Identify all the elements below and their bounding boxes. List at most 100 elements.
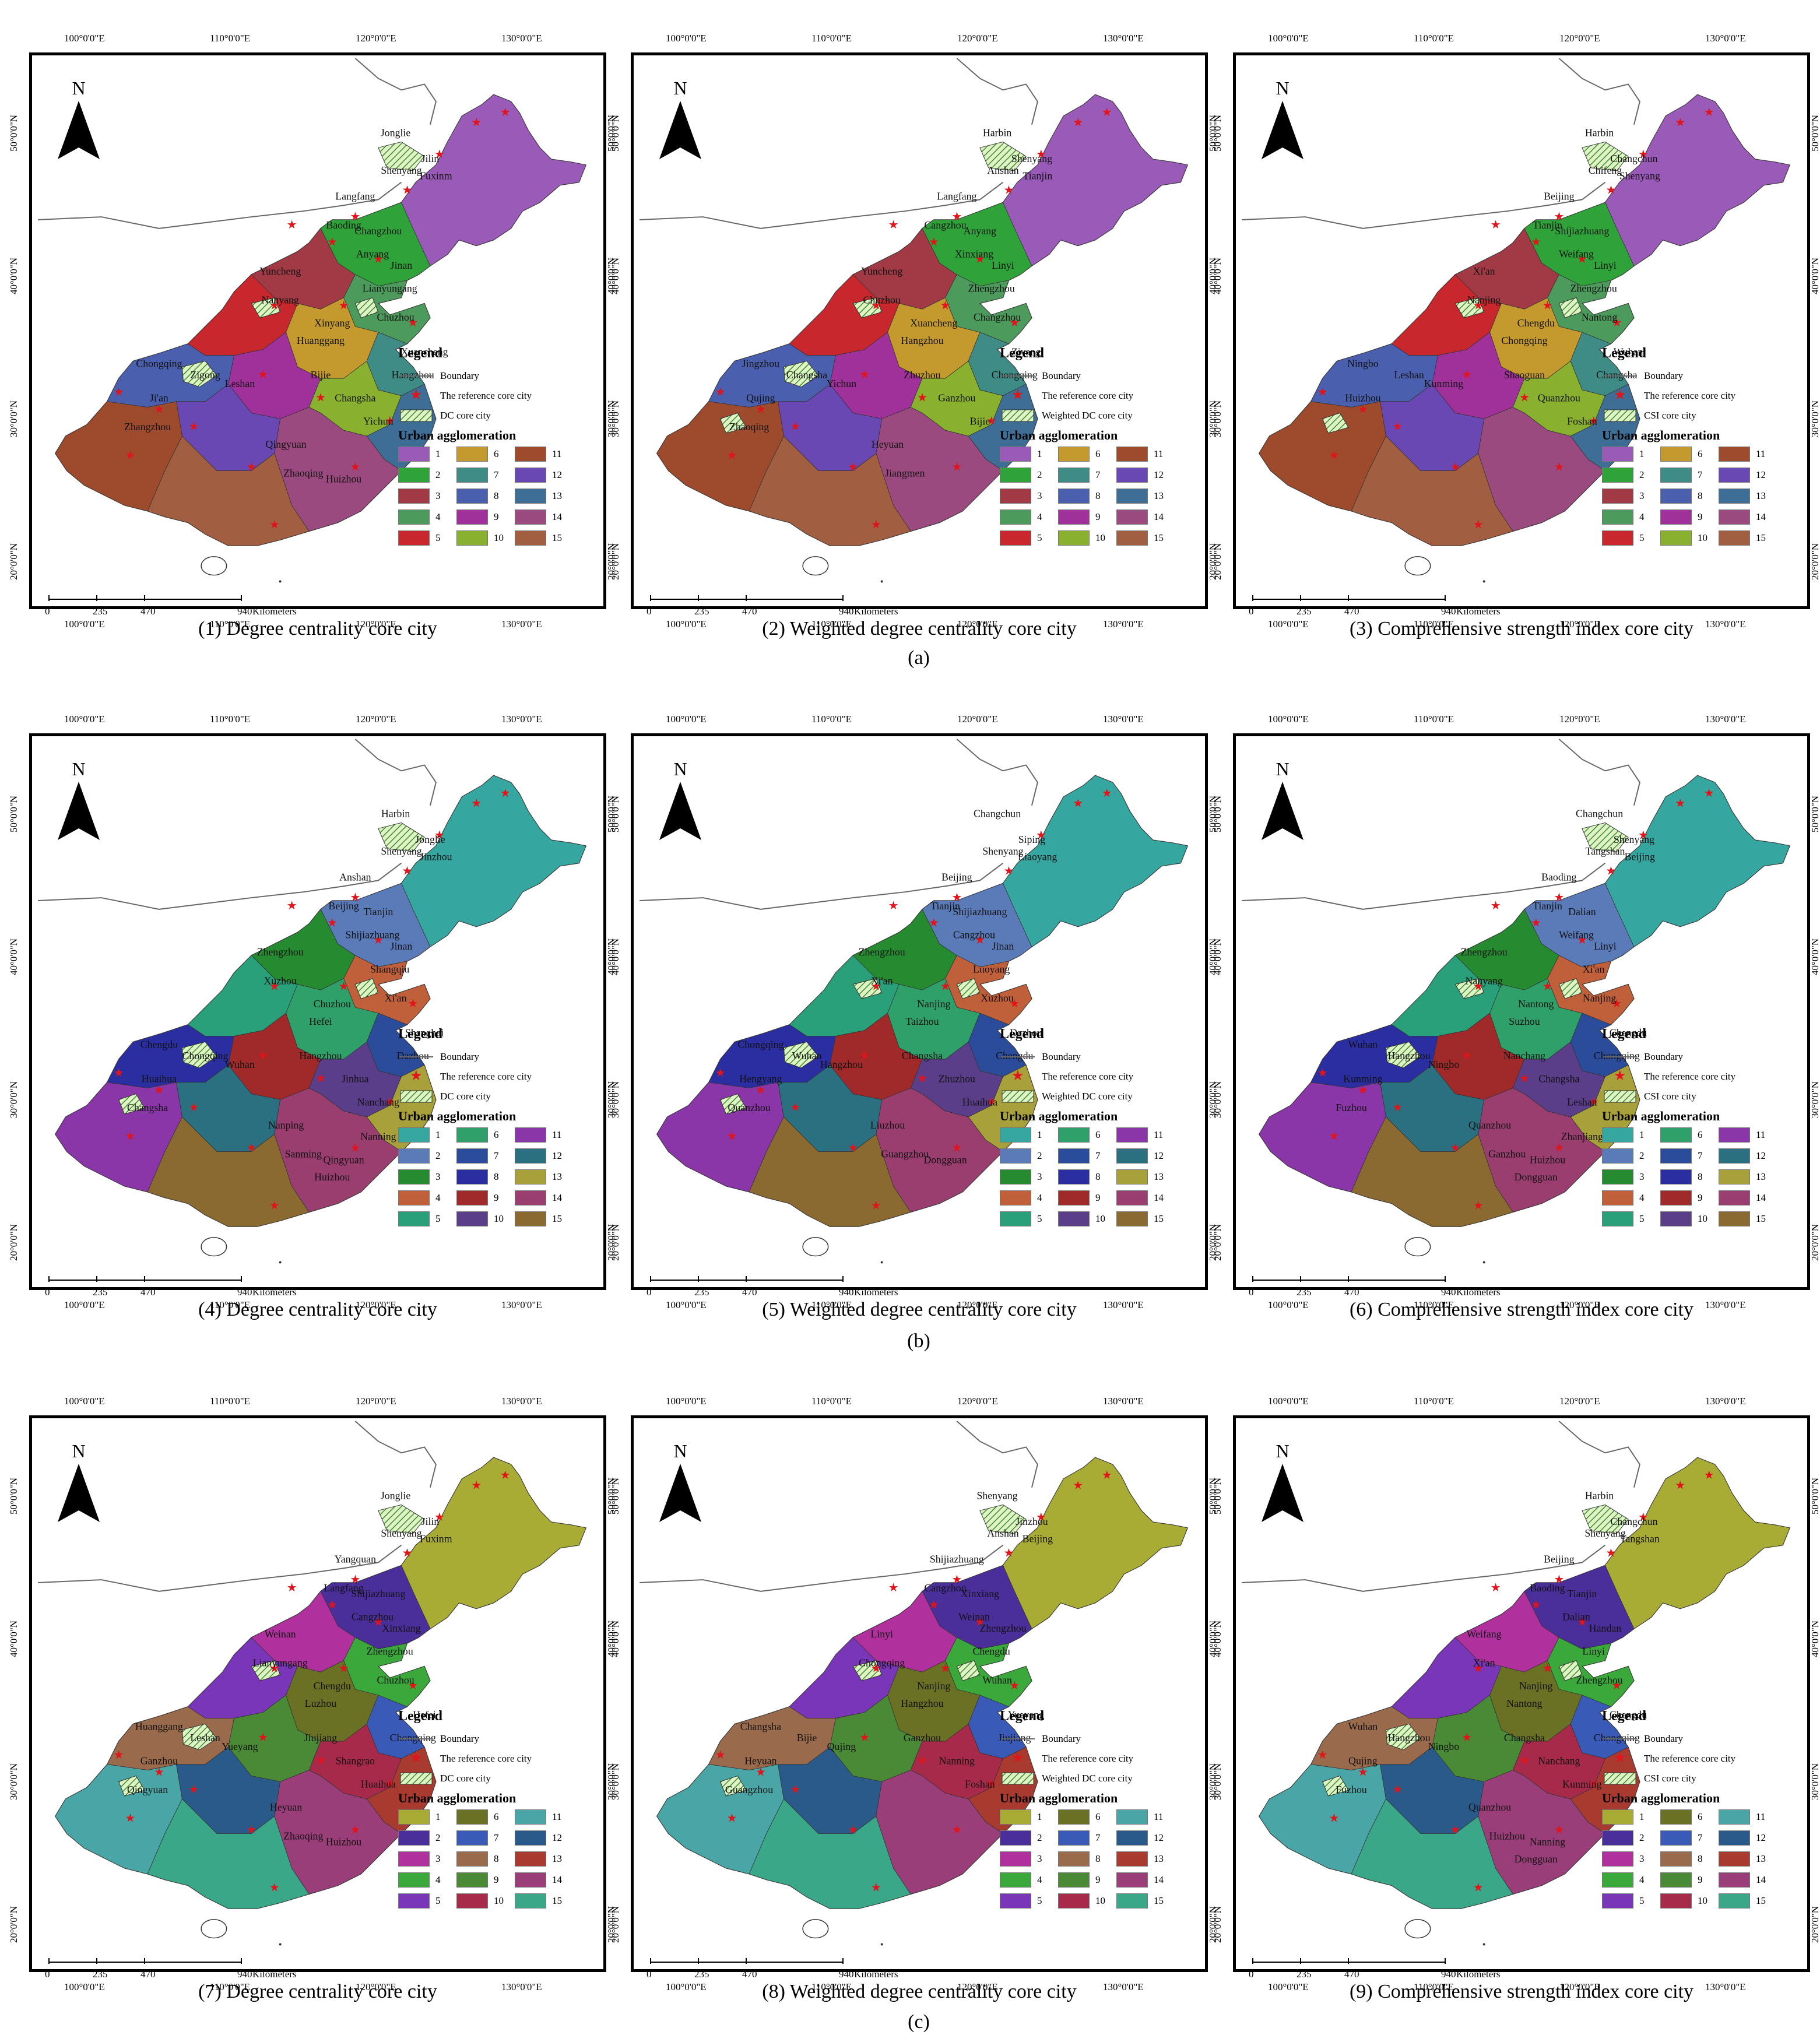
class-swatch: 10	[1660, 1211, 1719, 1226]
legend-title: Legend	[1602, 346, 1647, 361]
lon-tick-bottom: 130°0'0"E	[501, 1299, 542, 1310]
color-swatch	[1058, 1893, 1090, 1909]
reference-core-star: ★	[1461, 1731, 1472, 1744]
lon-tick-top: 100°0'0"E	[1268, 714, 1309, 725]
reference-core-star: ★	[715, 1067, 726, 1080]
reference-core-star: ★	[1102, 106, 1112, 119]
core-city-area	[956, 1660, 981, 1681]
lon-tick-bottom: 110°0'0"E	[210, 1981, 251, 1992]
city-label: Tangshan	[1586, 845, 1625, 857]
scale-tick	[698, 1958, 699, 1964]
reference-core-star: ★	[339, 980, 349, 993]
class-number: 15	[1756, 532, 1766, 543]
reference-core-star: ★	[871, 299, 881, 312]
city-label: Shaoguan	[1504, 369, 1545, 381]
scale-unit: Kilometers	[252, 1287, 297, 1298]
panel-caption: (6) Comprehensive strength index core ci…	[1349, 1299, 1694, 1320]
urban-agglomeration-region	[1003, 775, 1188, 947]
scale-label: 470	[1344, 1969, 1359, 1980]
urban-agglomeration-title: Urban agglomeration	[398, 428, 517, 442]
hatch-swatch-icon	[398, 1772, 434, 1786]
boundary-line-icon	[398, 1050, 434, 1064]
city-label: Nanning	[1530, 1836, 1565, 1847]
reference-core-star: ★	[327, 917, 338, 930]
core-city-area	[1582, 1504, 1629, 1534]
reference-core-star: ★	[1491, 219, 1501, 231]
reference-core-star: ★	[756, 403, 766, 416]
lon-tick-top: 120°0'0"E	[1559, 714, 1600, 725]
city-label: Shijiazhuang	[346, 929, 400, 940]
city-label: Zhanjiang	[1561, 1131, 1603, 1143]
class-swatch: 10	[456, 1211, 515, 1226]
class-swatch: 8	[456, 1169, 515, 1185]
reference-core-star: ★	[434, 1511, 445, 1524]
class-swatch: 1	[1602, 447, 1660, 462]
scale-bar: 0 235 470 940 Kilometers	[45, 587, 375, 622]
city-label: Jiangmen	[885, 467, 925, 479]
core-city-area	[354, 978, 379, 999]
class-number: 11	[1154, 1129, 1164, 1140]
class-number: 13	[1154, 1853, 1164, 1864]
color-swatch	[1116, 1211, 1148, 1226]
boundary-line	[1242, 181, 1606, 229]
city-label: Huizhou	[314, 1171, 350, 1183]
lat-tick-left: 20°0'0"N	[1212, 1224, 1223, 1261]
hainan-island	[802, 556, 829, 576]
reference-core-star: ★	[1461, 368, 1472, 381]
class-number: 15	[552, 1895, 562, 1906]
hainan-island	[201, 1237, 227, 1257]
map-panel-6: 100°0'0"E 100°0'0"E 110°0'0"E 110°0'0"E 120°…	[1212, 714, 1820, 1310]
island-dot	[1482, 1943, 1485, 1946]
scale-bar: 0 235 470 940 Kilometers	[647, 587, 976, 622]
lon-tick-bottom: 130°0'0"E	[1103, 1299, 1144, 1310]
lat-tick-left: 30°0'0"N	[8, 1763, 19, 1800]
class-number: 10	[494, 532, 504, 543]
class-number: 11	[1756, 448, 1766, 459]
reference-core-star: ★	[1317, 1749, 1328, 1762]
city-label: Leshan	[1394, 369, 1424, 381]
legend-reference-label: The reference core city	[440, 390, 532, 401]
scale-bar: 0 235 470 940 Kilometers	[647, 1950, 976, 1985]
class-number: 10	[494, 1213, 504, 1224]
hainan-island	[1404, 556, 1431, 576]
city-label: Fuxinm	[420, 170, 452, 182]
map-legend: Legend Boundary ★ The reference core city DC…	[398, 1027, 591, 1226]
reference-core-star: ★	[1473, 518, 1484, 531]
reference-core-star: ★	[154, 1766, 164, 1779]
color-swatch	[398, 509, 430, 525]
class-swatch: 12	[1116, 1830, 1175, 1846]
legend-boundary-label: Boundary	[1644, 370, 1684, 381]
city-label: Xi'an	[385, 992, 407, 1004]
reference-core-star: ★	[986, 414, 997, 427]
class-number: 3	[1037, 490, 1042, 501]
legend-boundary-row: Boundary	[398, 1047, 591, 1067]
color-swatch	[1058, 488, 1090, 504]
city-label: Chuzhou	[314, 998, 351, 1010]
hatch-swatch-icon	[1000, 1772, 1036, 1786]
class-swatch: 15	[1719, 1211, 1777, 1226]
scale-label: 940	[839, 1969, 854, 1980]
class-number: 13	[1756, 1171, 1766, 1182]
city-label: Wuhan	[982, 1674, 1012, 1686]
lon-tick-bottom: 130°0'0"E	[501, 618, 542, 630]
city-label: Chongqing	[390, 1732, 436, 1744]
class-swatch: 4	[398, 1872, 456, 1888]
map-legend: Legend Boundary ★ The reference core city DC…	[398, 1709, 591, 1909]
lon-tick-bottom: 110°0'0"E	[210, 618, 251, 630]
legend-reference-row: ★ The reference core city	[1602, 1067, 1794, 1087]
boundary-line	[38, 1544, 402, 1592]
city-label: Changsha	[902, 1050, 943, 1062]
class-number: 4	[1037, 511, 1042, 522]
urban-agglomeration-title: Urban agglomeration	[1000, 428, 1118, 442]
lon-tick-top: 130°0'0"E	[1103, 714, 1144, 725]
reference-core-star: ★	[1009, 1679, 1020, 1692]
lat-tick-right: 30°0'0"N	[1809, 400, 1820, 437]
city-label: Shenyang	[1614, 834, 1654, 845]
legend-boundary-row: Boundary	[1602, 1729, 1794, 1749]
class-number: 4	[1639, 511, 1645, 522]
class-swatch: 3	[398, 1169, 456, 1185]
city-label: Xinyang	[314, 317, 350, 329]
color-swatch	[1116, 1893, 1148, 1909]
class-swatch: 14	[515, 1190, 573, 1205]
class-swatch-grid: 1 6 11 2 7 12 3 8 13 4 9 14 5 10 15	[398, 1127, 591, 1226]
